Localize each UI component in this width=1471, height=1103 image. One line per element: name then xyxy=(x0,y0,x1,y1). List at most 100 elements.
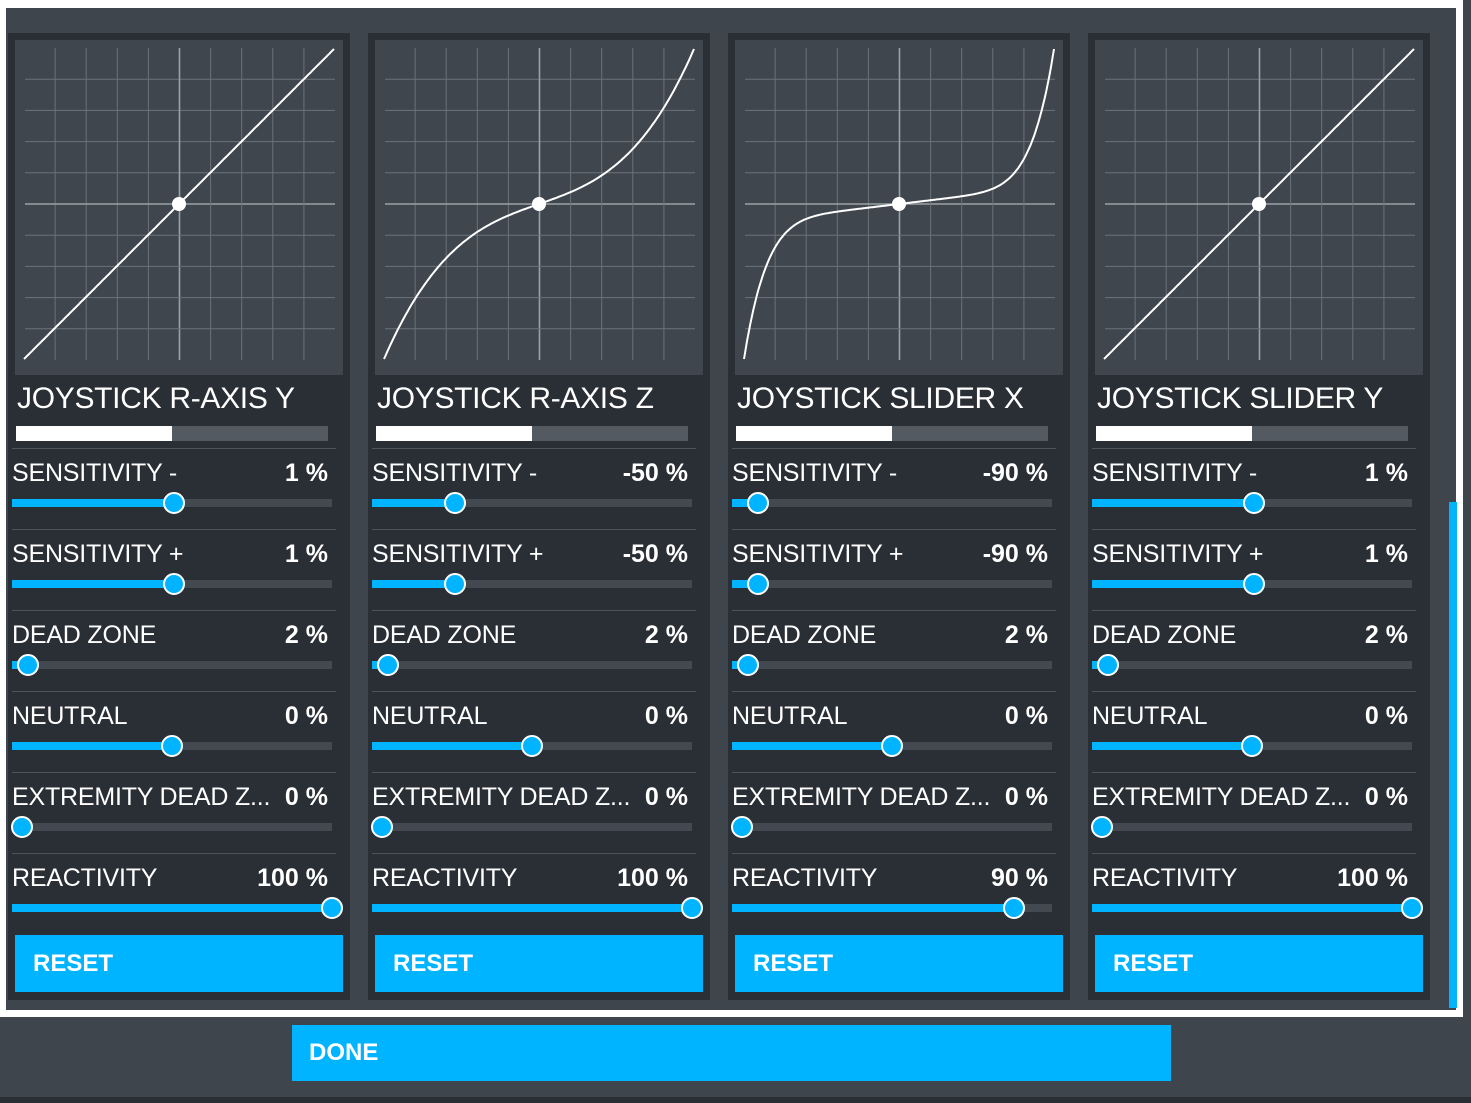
slider-knob[interactable] xyxy=(746,492,769,514)
setting-slider[interactable] xyxy=(1090,816,1412,838)
slider-knob[interactable] xyxy=(746,573,769,595)
slider-knob[interactable] xyxy=(737,654,759,676)
axis-position-bar xyxy=(736,426,1048,441)
slider-knob[interactable] xyxy=(521,735,543,757)
setting-value: 2 % xyxy=(1364,621,1408,649)
reset-button[interactable]: RESET xyxy=(375,935,703,992)
setting-row-sensitivity: SENSITIVITY + 1 % xyxy=(1092,529,1416,610)
reset-button[interactable]: RESET xyxy=(735,935,1063,992)
slider-knob[interactable] xyxy=(1401,897,1423,919)
setting-label: SENSITIVITY + xyxy=(1092,540,1264,568)
axis-position-fill xyxy=(376,426,532,441)
reset-button[interactable]: RESET xyxy=(15,935,343,992)
slider-knob[interactable] xyxy=(444,573,467,595)
setting-row-reactivity: REACTIVITY 90 % xyxy=(732,853,1056,934)
slider-fill xyxy=(12,742,172,750)
slider-knob[interactable] xyxy=(162,492,185,514)
axis-panel: JOYSTICK SLIDER Y SENSITIVITY -1 % SENSITI… xyxy=(1088,33,1430,1000)
slider-knob[interactable] xyxy=(370,816,393,838)
setting-row-neutral: NEUTRAL 0 % xyxy=(1092,691,1416,772)
slider-knob[interactable] xyxy=(321,897,343,919)
setting-slider[interactable] xyxy=(1092,573,1412,595)
curve-chart xyxy=(1103,48,1415,360)
setting-slider[interactable] xyxy=(372,573,692,595)
setting-slider[interactable] xyxy=(372,735,692,757)
slider-knob[interactable] xyxy=(162,573,185,595)
setting-slider[interactable] xyxy=(12,492,332,514)
done-button[interactable]: DONE xyxy=(292,1025,1171,1081)
setting-label: REACTIVITY xyxy=(732,864,878,892)
vertical-scrollbar[interactable] xyxy=(1449,502,1457,1008)
setting-label: SENSITIVITY + xyxy=(12,540,184,568)
setting-slider[interactable] xyxy=(732,897,1052,919)
setting-slider[interactable] xyxy=(12,573,332,595)
slider-knob[interactable] xyxy=(1242,492,1265,514)
setting-value: 90 % xyxy=(991,864,1048,892)
setting-row-dead-zone: DEAD ZONE 2 % xyxy=(12,610,336,691)
curve-chart xyxy=(23,48,335,360)
setting-value: 100 % xyxy=(257,864,328,892)
slider-knob[interactable] xyxy=(681,897,703,919)
setting-slider[interactable] xyxy=(732,573,1052,595)
slider-knob[interactable] xyxy=(17,654,39,676)
setting-row-extremity-dead-z: EXTREMITY DEAD Z... 0 % xyxy=(10,772,336,853)
setting-value: 0 % xyxy=(644,783,688,811)
setting-row-extremity-dead-z: EXTREMITY DEAD Z... 0 % xyxy=(730,772,1056,853)
slider-fill xyxy=(1092,904,1412,912)
slider-fill xyxy=(372,499,456,507)
slider-knob[interactable] xyxy=(881,735,903,757)
setting-slider[interactable] xyxy=(372,897,703,919)
setting-value: 2 % xyxy=(284,621,328,649)
setting-label: NEUTRAL xyxy=(1092,702,1208,730)
setting-label: DEAD ZONE xyxy=(1092,621,1237,649)
setting-slider[interactable] xyxy=(1092,654,1412,676)
response-curve-graph xyxy=(375,40,703,375)
setting-slider[interactable] xyxy=(12,735,332,757)
setting-row-sensitivity: SENSITIVITY + -90 % xyxy=(732,529,1056,610)
setting-slider[interactable] xyxy=(1092,492,1412,514)
setting-slider[interactable] xyxy=(1092,735,1412,757)
setting-slider[interactable] xyxy=(732,654,1052,676)
slider-knob[interactable] xyxy=(1097,654,1119,676)
setting-slider[interactable] xyxy=(10,816,332,838)
slider-knob[interactable] xyxy=(1241,735,1263,757)
slider-knob[interactable] xyxy=(10,816,33,838)
setting-slider[interactable] xyxy=(370,816,692,838)
setting-value: 0 % xyxy=(284,702,328,730)
setting-value: 1 % xyxy=(284,540,328,568)
setting-slider[interactable] xyxy=(372,492,692,514)
axis-title: JOYSTICK SLIDER X xyxy=(737,382,1024,415)
setting-label: SENSITIVITY + xyxy=(372,540,544,568)
slider-fill xyxy=(12,904,332,912)
setting-row-reactivity: REACTIVITY 100 % xyxy=(372,853,703,934)
slider-fill xyxy=(1092,742,1252,750)
slider-knob[interactable] xyxy=(730,816,753,838)
setting-slider[interactable] xyxy=(12,654,332,676)
setting-slider[interactable] xyxy=(372,654,692,676)
setting-slider[interactable] xyxy=(732,492,1052,514)
setting-value: -50 % xyxy=(622,459,688,487)
slider-knob[interactable] xyxy=(1242,573,1265,595)
slider-knob[interactable] xyxy=(444,492,467,514)
slider-knob[interactable] xyxy=(161,735,183,757)
setting-value: 1 % xyxy=(284,459,328,487)
setting-slider[interactable] xyxy=(12,897,343,919)
setting-value: 0 % xyxy=(1364,702,1408,730)
curve-center-point xyxy=(172,197,186,211)
setting-slider[interactable] xyxy=(730,816,1052,838)
setting-value: 100 % xyxy=(617,864,688,892)
reset-button[interactable]: RESET xyxy=(1095,935,1423,992)
setting-slider[interactable] xyxy=(1092,897,1423,919)
curve-center-point xyxy=(1252,197,1266,211)
frame-right-edge xyxy=(1463,0,1471,1017)
slider-fill xyxy=(1092,580,1254,588)
setting-label: NEUTRAL xyxy=(372,702,488,730)
setting-slider[interactable] xyxy=(732,735,1052,757)
slider-knob[interactable] xyxy=(377,654,399,676)
slider-knob[interactable] xyxy=(1090,816,1113,838)
slider-knob[interactable] xyxy=(1002,897,1025,919)
setting-label: SENSITIVITY - xyxy=(372,459,538,487)
setting-label: NEUTRAL xyxy=(12,702,128,730)
response-curve-graph xyxy=(1095,40,1423,375)
setting-row-sensitivity: SENSITIVITY - 1 % xyxy=(12,448,336,529)
